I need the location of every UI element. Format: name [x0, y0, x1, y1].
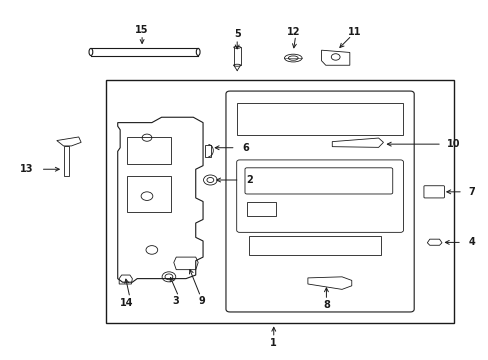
Text: 6: 6: [242, 143, 248, 153]
Bar: [237, 103, 402, 135]
Text: 1: 1: [270, 338, 277, 348]
Text: 2: 2: [245, 175, 252, 185]
Bar: [205, 145, 211, 157]
Text: 7: 7: [468, 187, 474, 197]
Bar: [127, 176, 171, 212]
Text: 8: 8: [322, 300, 329, 310]
Text: 9: 9: [198, 296, 204, 306]
Bar: [63, 146, 69, 176]
Bar: [105, 80, 453, 323]
Text: 5: 5: [233, 29, 240, 39]
Bar: [246, 202, 276, 216]
Text: 13: 13: [20, 164, 34, 174]
Bar: [249, 235, 380, 255]
Text: 12: 12: [286, 27, 300, 36]
Text: 4: 4: [468, 237, 474, 247]
Text: 10: 10: [447, 139, 460, 149]
Bar: [127, 137, 171, 164]
Text: 3: 3: [172, 296, 178, 306]
Text: 15: 15: [135, 25, 148, 35]
Text: 11: 11: [347, 27, 360, 36]
Text: 14: 14: [120, 298, 133, 308]
